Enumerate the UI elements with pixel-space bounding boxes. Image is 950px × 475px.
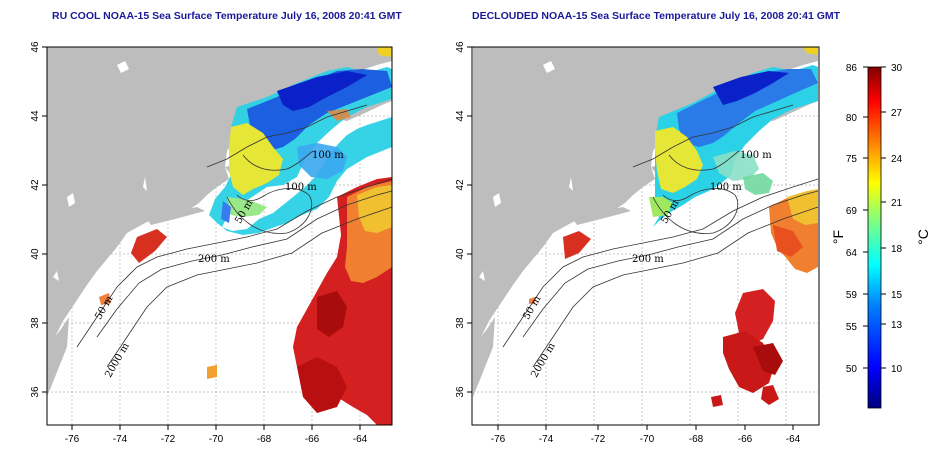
contour-label: 100 m [710,182,742,193]
y-tick-label: 36 [455,386,466,398]
y-tick-label: 46 [455,41,466,53]
colorbar-gradient [867,66,882,409]
contour-label: 200 m [632,254,664,265]
celsius-tick: 15 [891,290,903,301]
x-tick-label: -66 [305,434,320,445]
celsius-tick: 30 [891,63,903,74]
fahrenheit-tick: 75 [846,154,858,165]
right-y-axis: 46 44 42 40 38 36 [455,41,472,398]
left-y-axis: 46 44 42 40 38 36 [30,41,47,398]
contour-label: 100 m [312,150,344,161]
right-map [471,46,820,426]
fahrenheit-tick: 69 [846,206,858,217]
fahrenheit-label: °F [830,230,846,244]
fahrenheit-tick: 59 [846,290,858,301]
colorbar: 86 80 75 69 64 59 55 50 30 27 24 21 18 1… [830,63,931,409]
y-tick-label: 40 [455,248,466,260]
x-tick-label: -72 [161,434,176,445]
x-tick-label: -74 [539,434,554,445]
fahrenheit-tick: 80 [846,113,858,124]
celsius-tick: 24 [891,154,903,165]
y-tick-label: 46 [30,41,41,53]
contour-label: 200 m [198,254,230,265]
fahrenheit-tick: 64 [846,248,858,259]
y-tick-label: 42 [30,179,41,191]
x-tick-label: -70 [640,434,655,445]
celsius-tick: 21 [891,198,903,209]
contour-label: 100 m [740,150,772,161]
celsius-label: °C [915,229,931,245]
right-x-axis: -76 -74 -72 -70 -68 -66 -64 [491,425,801,445]
contour-label: 100 m [285,182,317,193]
x-tick-label: -70 [209,434,224,445]
x-tick-label: -72 [591,434,606,445]
y-tick-label: 44 [30,110,41,122]
fahrenheit-tick: 86 [846,63,858,74]
left-x-axis: -76 -74 -72 -70 -68 -66 -64 [65,425,368,445]
celsius-tick: 18 [891,244,903,255]
fahrenheit-tick: 55 [846,322,858,333]
celsius-tick: 27 [891,108,903,119]
right-panel-title: DECLOUDED NOAA-15 Sea Surface Temperatur… [472,10,841,22]
celsius-tick: 13 [891,320,903,331]
x-tick-label: -76 [65,434,80,445]
left-map [46,46,393,426]
x-tick-label: -64 [353,434,368,445]
x-tick-label: -74 [113,434,128,445]
y-tick-label: 36 [30,386,41,398]
fahrenheit-tick: 50 [846,364,858,375]
left-panel-title: RU COOL NOAA-15 Sea Surface Temperature … [52,10,402,22]
y-tick-label: 44 [455,110,466,122]
y-tick-label: 42 [455,179,466,191]
x-tick-label: -68 [257,434,272,445]
celsius-tick: 10 [891,364,903,375]
y-tick-label: 38 [455,317,466,329]
y-tick-label: 40 [30,248,41,260]
y-tick-label: 38 [30,317,41,329]
x-tick-label: -68 [689,434,704,445]
x-tick-label: -76 [491,434,506,445]
x-tick-label: -66 [738,434,753,445]
x-tick-label: -64 [786,434,801,445]
